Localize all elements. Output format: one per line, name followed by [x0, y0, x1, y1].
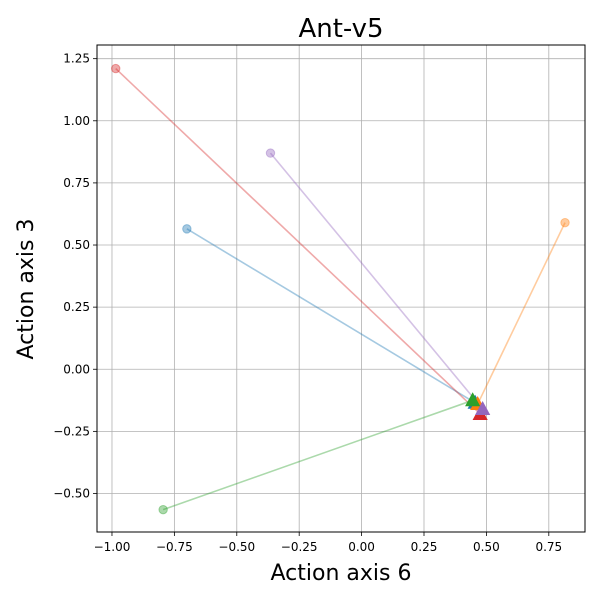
x-tick-label: 0.50	[473, 540, 500, 554]
end-point	[465, 392, 481, 407]
x-tick-label: −0.25	[281, 540, 318, 554]
y-tick-label: 1.25	[63, 52, 90, 66]
x-tick-label: 0.00	[348, 540, 375, 554]
y-tick-label: 1.00	[63, 114, 90, 128]
x-tick-label: −1.00	[94, 540, 131, 554]
trajectory-line	[186, 228, 476, 404]
start-point	[560, 217, 570, 228]
x-tick-label: −0.75	[156, 540, 193, 554]
y-tick-label: 0.75	[63, 176, 90, 190]
end-point	[475, 401, 491, 416]
start-point	[158, 504, 168, 515]
x-tick-label: 0.25	[411, 540, 438, 554]
grid	[97, 45, 585, 532]
trajectory-line	[162, 399, 473, 511]
y-axis-label: Action axis 3	[14, 219, 39, 360]
y-tick-label: 0.25	[63, 300, 90, 314]
x-axis-label: Action axis 6	[271, 561, 412, 586]
trajectory-line	[269, 152, 484, 410]
y-tick-label: 0.00	[63, 362, 90, 376]
y-tick-label: −0.50	[53, 486, 90, 500]
start-point	[182, 224, 192, 234]
chart-title: Ant-v5	[298, 14, 383, 44]
x-tick-label: −0.50	[218, 540, 255, 554]
trajectory-line	[115, 68, 481, 415]
series-group	[111, 63, 570, 515]
x-tick-label: 0.75	[535, 540, 562, 554]
axis-ticks: −1.00 −0.75 −0.50 −0.25 0.00 0.25 0.50 0.75 −0.5…	[53, 52, 562, 554]
trajectory-line	[476, 222, 566, 405]
plot-area-frame	[96, 44, 586, 533]
y-tick-label: 0.50	[63, 238, 90, 252]
y-tick-label: −0.25	[53, 424, 90, 438]
start-point	[111, 63, 121, 74]
start-point	[265, 148, 276, 158]
